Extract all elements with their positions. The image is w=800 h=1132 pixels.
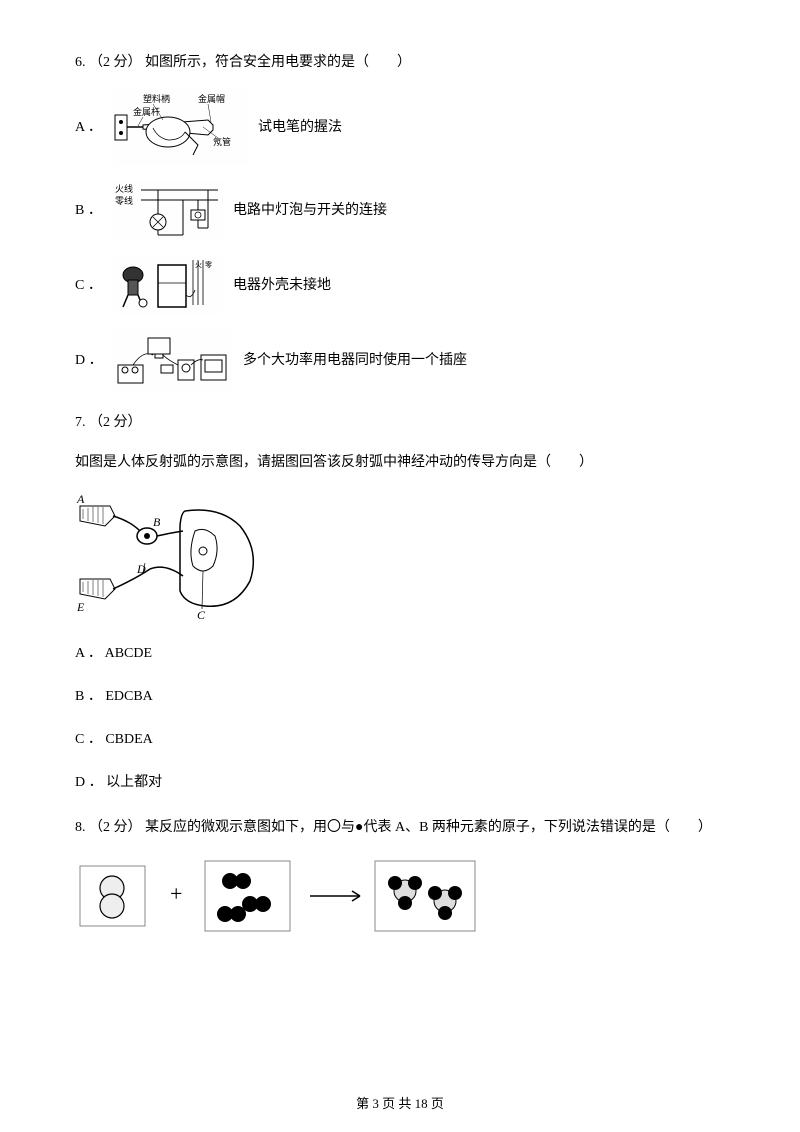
q7-option-d: D ． 以上都对 [75,770,725,795]
q6-option-a: A ． 塑料柄 金属帽 金属杆 氖管 试电笔的握法 [75,90,725,165]
q7-b-label: B ． [75,689,102,704]
page-footer: 第 3 页 共 18 页 [0,1093,800,1112]
q6-c-text: 电器外壳未接地 [233,273,331,298]
q6-d-label: D ． [75,348,103,373]
q7-c-text: CBDEA [105,732,152,747]
q7-header: 7. （2 分） [75,410,725,435]
q6-option-c: C ． 火 零 电器外壳未接地 [75,255,725,315]
svg-text:E: E [76,600,85,614]
q6-d-text: 多个大功率用电器同时使用一个插座 [243,348,467,373]
label-plastic: 塑料柄 [143,93,170,104]
q6-option-d: D ． 多个大功率用电器同时使用一个插座 [75,330,725,390]
q6-d-image [113,330,233,390]
q7-a-text: ABCDE [105,646,152,661]
svg-text:C: C [197,608,206,621]
q6-option-b: B ． 火线 零线 电路中灯泡与开关的连接 [75,180,725,240]
reflex-arc-diagram: A E C B D [75,491,265,621]
q7-diagram: A E C B D [75,491,725,621]
q7-text: 如图是人体反射弧的示意图，请据图回答该反射弧中神经冲动的传导方向是（ ） [75,450,725,475]
q7-d-text: 以上都对 [106,775,162,790]
plus-symbol: + [170,881,182,906]
test-pen-diagram: 塑料柄 金属帽 金属杆 氖管 [113,90,248,165]
question-8: 8. （2 分） 某反应的微观示意图如下，用〇与●代表 A、B 两种元素的原子，… [75,815,725,935]
svg-text:零: 零 [205,261,212,269]
label-metalrod: 金属杆 [133,106,160,117]
q7-c-label: C ． [75,732,102,747]
q6-stem: 如图所示，符合安全用电要求的是（ ） [145,55,411,70]
q7-option-c: C ． CBDEA [75,727,725,752]
svg-text:火: 火 [195,261,202,269]
q6-b-text: 电路中灯泡与开关的连接 [233,198,387,223]
circuit-diagram: 火线 零线 [113,180,223,240]
reaction-diagram: + [75,856,495,936]
q7-number: 7. [75,415,86,430]
q6-b-image: 火线 零线 [113,180,223,240]
label-live: 火线 [115,183,133,194]
q6-c-label: C ． [75,273,103,298]
q6-text: 6. （2 分） 如图所示，符合安全用电要求的是（ ） [75,50,725,75]
label-neon: 氖管 [213,136,231,147]
q8-text: 8. （2 分） 某反应的微观示意图如下，用〇与●代表 A、B 两种元素的原子，… [75,815,725,840]
q7-d-label: D ． [75,775,103,790]
q6-a-text: 试电笔的握法 [258,115,342,140]
q6-a-image: 塑料柄 金属帽 金属杆 氖管 [113,90,248,165]
q6-points: （2 分） [89,55,142,70]
svg-text:A: A [76,492,85,506]
q7-a-label: A ． [75,646,102,661]
q7-option-b: B ． EDCBA [75,684,725,709]
q6-number: 6. [75,55,86,70]
q7-b-text: EDCBA [105,689,152,704]
q7-points: （2 分） [89,415,142,430]
question-6: 6. （2 分） 如图所示，符合安全用电要求的是（ ） A ． 塑料柄 金属帽 … [75,50,725,390]
label-metalcap: 金属帽 [198,93,225,104]
svg-text:B: B [153,515,161,529]
multi-appliance-diagram [113,330,233,390]
q8-number: 8. [75,820,86,835]
footer-text: 第 3 页 共 18 页 [356,1096,444,1111]
appliance-diagram: 火 零 [113,255,223,315]
q6-a-label: A ． [75,115,103,140]
question-7: 7. （2 分） 如图是人体反射弧的示意图，请据图回答该反射弧中神经冲动的传导方… [75,410,725,795]
q6-c-image: 火 零 [113,255,223,315]
q7-option-a: A ． ABCDE [75,641,725,666]
q8-stem: 某反应的微观示意图如下，用〇与●代表 A、B 两种元素的原子，下列说法错误的是（… [145,820,712,835]
q8-points: （2 分） [89,820,142,835]
q6-b-label: B ． [75,198,103,223]
label-neutral: 零线 [115,195,133,206]
q8-diagram: + [75,856,725,936]
